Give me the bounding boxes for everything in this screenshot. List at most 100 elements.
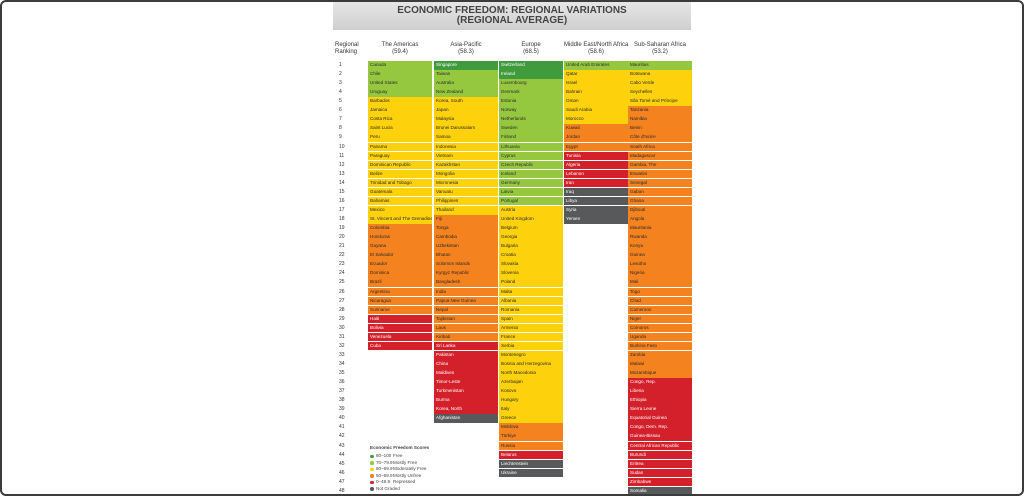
country-cell: Ecuador: [368, 260, 432, 269]
country-cell: Belize: [368, 169, 432, 179]
country-cell: Lesotho: [628, 260, 692, 269]
country-cell: Libya: [564, 196, 628, 206]
country-cell: United Kingdom: [499, 215, 563, 224]
country-cell: Gabon: [628, 187, 692, 197]
country-cell: Barbados: [368, 97, 432, 106]
country-cell: Lebanon: [564, 169, 628, 179]
country-cell: Korea, North: [434, 405, 498, 414]
rank-header: Ranking: [335, 49, 358, 55]
country-cell: Latvia: [499, 187, 563, 197]
rank-number: 8: [339, 125, 342, 132]
country-cell: Burkina Faso: [628, 341, 692, 351]
country-cell: Austria: [499, 205, 563, 215]
country-cell: Greece: [499, 414, 563, 423]
country-cell: Dominica: [368, 269, 432, 278]
rank-number: 28: [339, 306, 345, 313]
country-cell: Panama: [368, 142, 432, 152]
country-cell: Kenya: [628, 242, 692, 251]
country-cell: Yemen: [564, 215, 628, 224]
country-cell: Italy: [499, 405, 563, 414]
country-cell: Bahrain: [564, 88, 628, 97]
rank-number: 37: [339, 388, 345, 395]
country-cell: Slovakia: [499, 260, 563, 269]
country-cell: Uruguay: [368, 88, 432, 97]
country-cell: Slovenia: [499, 269, 563, 278]
country-cell: Australia: [434, 79, 498, 88]
country-cell: Colombia: [368, 224, 432, 233]
country-cell: United Arab Emirates: [564, 61, 628, 70]
legend-label: Not Graded: [376, 485, 400, 491]
country-cell: Micronesia: [434, 178, 498, 188]
country-cell: Uganda: [628, 332, 692, 342]
legend-label: Mostly Free: [393, 459, 417, 465]
rank-number: 47: [339, 478, 345, 485]
country-cell: Thailand: [434, 205, 498, 215]
country-cell: Honduras: [368, 233, 432, 242]
title-line: (REGIONAL AVERAGE): [456, 15, 568, 26]
country-cell: Tajikistan: [434, 314, 498, 324]
country-cell: Angola: [628, 215, 692, 224]
rank-number: 31: [339, 333, 345, 340]
country-cell: Nepal: [434, 305, 498, 315]
country-cell: Kosovo: [499, 387, 563, 396]
country-cell: Afghanistan: [434, 414, 498, 423]
country-cell: Senegal: [628, 178, 692, 188]
country-cell: Ghana: [628, 196, 692, 206]
country-cell: Dominican Republic: [368, 160, 432, 170]
country-cell: Bulgaria: [499, 242, 563, 251]
country-cell: Costa Rica: [368, 115, 432, 124]
rank-number: 2: [339, 71, 342, 78]
country-cell: South Africa: [628, 142, 692, 152]
country-cell: Seychelles: [628, 88, 692, 97]
country-cell: Ukraine: [499, 468, 563, 478]
country-cell: Malawi: [628, 359, 692, 369]
country-cell: Trinidad and Tobago: [368, 178, 432, 188]
country-cell: Haiti: [368, 314, 432, 324]
rank-number: 36: [339, 379, 345, 386]
rank-number: 6: [339, 107, 342, 114]
country-cell: Fiji: [434, 215, 498, 224]
country-cell: Gambia, The: [628, 160, 692, 170]
country-cell: Cabo Verde: [628, 79, 692, 88]
rank-number: 23: [339, 261, 345, 268]
legend-range: 60–69.9: [376, 466, 393, 471]
rank-number: 15: [339, 188, 345, 195]
country-cell: St. Vincent and The Grenadines: [368, 215, 432, 224]
legend-title: Economic Freedom Scores: [370, 445, 430, 450]
region-average: (58.3): [458, 49, 474, 55]
country-cell: Bolivia: [368, 323, 432, 333]
country-cell: Cambodia: [434, 233, 498, 242]
country-cell: Indonesia: [434, 142, 498, 152]
country-cell: Liechtenstein: [499, 459, 563, 469]
country-cell: Madagascar: [628, 151, 692, 161]
rank-number: 40: [339, 415, 345, 422]
country-cell: Guatemala: [368, 187, 432, 197]
country-cell: Taiwan: [434, 70, 498, 79]
rank-number: 30: [339, 324, 345, 331]
country-cell: Laos: [434, 323, 498, 333]
country-cell: Tanzania: [628, 106, 692, 115]
country-cell: Cameroon: [628, 305, 692, 315]
country-cell: Philippines: [434, 196, 498, 206]
rank-number: 7: [339, 116, 342, 123]
rank-number: 12: [339, 161, 345, 168]
country-cell: Venezuela: [368, 332, 432, 342]
rank-number: 48: [339, 487, 345, 494]
country-cell: United States: [368, 79, 432, 88]
region-average: (68.5): [523, 49, 539, 55]
rank-number: 5: [339, 98, 342, 105]
country-cell: Korea, South: [434, 97, 498, 106]
country-cell: Iceland: [499, 169, 563, 179]
country-cell: Tunisia: [564, 151, 628, 161]
legend-label: Free: [393, 453, 403, 458]
rank-number: 4: [339, 89, 342, 96]
title-line: ECONOMIC FREEDOM: REGIONAL VARIATIONS: [397, 5, 627, 16]
country-cell: Serbia: [499, 341, 563, 351]
country-cell: Niger: [628, 314, 692, 324]
country-cell: Portugal: [499, 196, 563, 206]
rank-number: 17: [339, 206, 345, 213]
country-cell: Maldives: [434, 369, 498, 378]
country-cell: Russia: [499, 441, 563, 451]
country-cell: Congo, Dem. Rep.: [628, 423, 692, 432]
rank-number: 24: [339, 270, 345, 277]
